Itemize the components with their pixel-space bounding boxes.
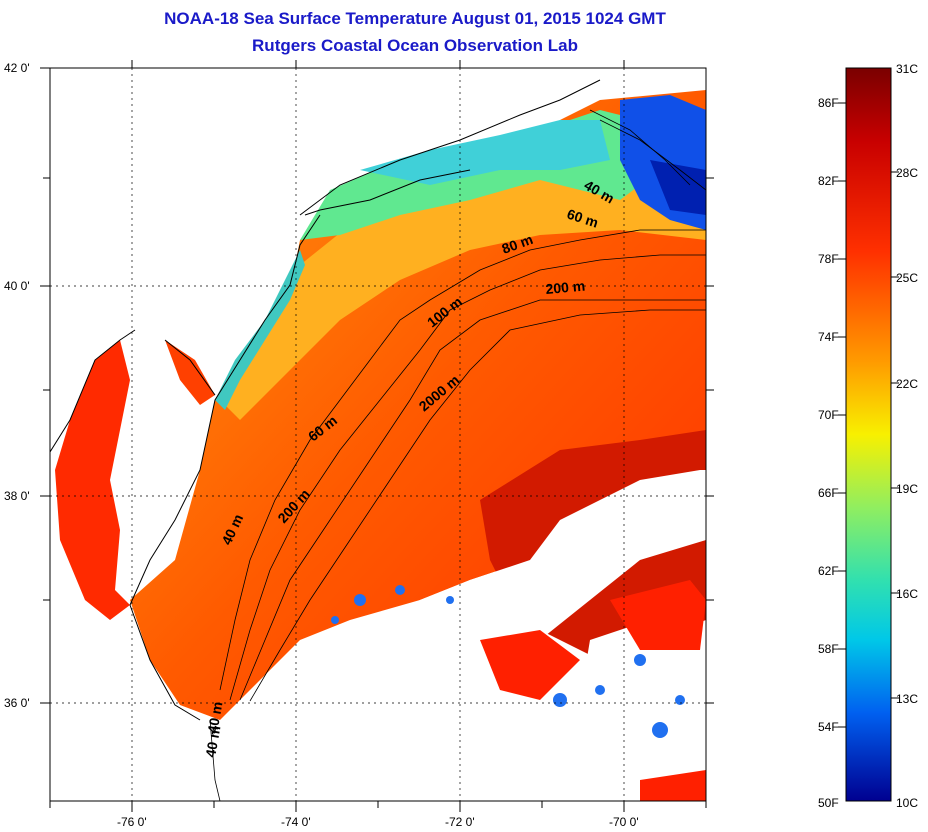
colorbar-f-label: 54F	[818, 720, 839, 734]
colorbar-c-label: 16C	[896, 587, 919, 601]
map-title: NOAA-18 Sea Surface Temperature August 0…	[164, 9, 666, 28]
lat-tick-label: 42 0'	[4, 61, 30, 75]
colorbar-c-label: 19C	[896, 482, 919, 496]
lon-tick-label: -76 0'	[117, 815, 147, 829]
colorbar-c-label: 31C	[896, 62, 919, 76]
colorbar-f-label: 58F	[818, 642, 839, 656]
colorbar-c-label: 25C	[896, 271, 919, 285]
colorbar-c-label: 28C	[896, 166, 919, 180]
cloud-patch	[560, 620, 706, 801]
colorbar-f-label: 86F	[818, 96, 839, 110]
colorbar-f-label: 50F	[818, 796, 839, 810]
lon-tick-label: -72 0'	[445, 815, 475, 829]
contour-label: 200 m	[545, 278, 586, 297]
colorbar-f-label: 78F	[818, 252, 839, 266]
colorbar-f-label: 70F	[818, 408, 839, 422]
delaware-bay	[165, 340, 215, 405]
colorbar-c-label: 10C	[896, 796, 919, 810]
colorbar-f-label: 66F	[818, 486, 839, 500]
colorbar	[845, 67, 892, 802]
cold-core	[650, 160, 706, 215]
map-field	[50, 79, 706, 801]
colorbar-c-label: 22C	[896, 377, 919, 391]
coastal-cyan	[360, 120, 610, 185]
lat-tick-label: 36 0'	[4, 696, 30, 710]
shelf-warm	[220, 150, 706, 420]
map-subtitle: Rutgers Coastal Ocean Observation Lab	[252, 36, 578, 55]
colorbar-f-label: 74F	[818, 330, 839, 344]
lat-tick-label: 40 0'	[4, 279, 30, 293]
contour-label: 40 m	[202, 724, 223, 758]
colorbar-ticks	[838, 102, 899, 728]
cloud-red-patches	[480, 580, 706, 801]
lon-tick-label: -70 0'	[609, 815, 639, 829]
nj-coastal	[215, 250, 305, 410]
lon-tick-label: -74 0'	[281, 815, 311, 829]
depth-contours	[209, 109, 706, 801]
cloud-mask	[250, 470, 706, 801]
lat-tick-label: 38 0'	[4, 489, 30, 503]
gridlines	[50, 68, 706, 801]
chesapeake-bay	[55, 340, 130, 620]
colorbar-f-label: 82F	[818, 174, 839, 188]
colorbar-c-label: 13C	[896, 692, 919, 706]
colorbar-f-label: 62F	[818, 564, 839, 578]
ticks	[40, 60, 714, 812]
contour-label: 40 m	[204, 700, 225, 734]
